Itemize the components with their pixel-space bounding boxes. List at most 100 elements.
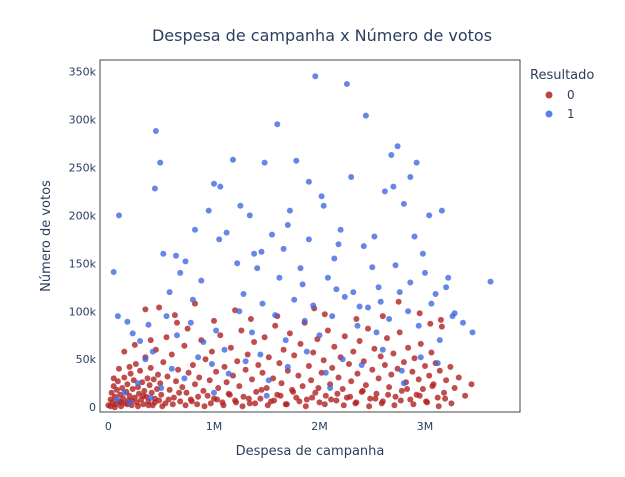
point-series-1-97[interactable] <box>377 298 384 305</box>
point-series-0-36[interactable] <box>144 375 151 382</box>
point-series-1-5[interactable] <box>114 313 121 320</box>
point-series-0-116[interactable] <box>299 383 306 390</box>
point-series-0-266[interactable] <box>423 398 430 405</box>
point-series-0-149[interactable] <box>369 366 376 373</box>
point-series-1-100[interactable] <box>422 269 428 276</box>
point-series-0-72[interactable] <box>206 377 213 384</box>
point-series-1-106[interactable] <box>225 370 232 377</box>
point-series-0-59[interactable] <box>179 384 186 391</box>
point-series-0-147[interactable] <box>365 325 371 332</box>
point-series-0-262[interactable] <box>397 397 404 404</box>
point-series-0-153[interactable] <box>377 353 384 360</box>
point-series-1-26[interactable] <box>254 265 261 272</box>
point-series-0-251[interactable] <box>328 396 335 403</box>
point-series-0-249[interactable] <box>315 385 322 391</box>
point-series-0-160[interactable] <box>392 393 399 400</box>
point-series-0-67[interactable] <box>196 374 203 381</box>
point-series-0-69[interactable] <box>200 387 207 394</box>
point-series-1-109[interactable] <box>265 377 272 384</box>
point-series-0-234[interactable] <box>220 402 227 409</box>
point-series-0-119[interactable] <box>305 363 312 369</box>
point-series-1-11[interactable] <box>160 250 167 257</box>
point-series-0-199[interactable] <box>126 363 133 370</box>
point-series-1-38[interactable] <box>331 255 338 262</box>
point-series-0-127[interactable] <box>322 392 329 399</box>
point-series-1-42[interactable] <box>356 303 363 310</box>
point-series-0-49[interactable] <box>158 391 165 398</box>
point-series-1-37[interactable] <box>324 274 331 281</box>
point-series-0-85[interactable] <box>234 358 241 365</box>
point-series-0-66[interactable] <box>194 401 201 408</box>
point-series-1-12[interactable] <box>166 289 173 296</box>
point-series-1-61[interactable] <box>142 356 149 363</box>
point-series-0-233[interactable] <box>214 396 221 403</box>
point-series-0-260[interactable] <box>385 391 392 398</box>
point-series-0-241[interactable] <box>264 402 271 409</box>
point-series-1-124[interactable] <box>158 385 165 391</box>
point-series-0-95[interactable] <box>255 362 262 368</box>
point-series-1-89[interactable] <box>192 226 198 233</box>
point-series-0-210[interactable] <box>353 316 360 322</box>
point-series-1-105[interactable] <box>208 361 215 367</box>
point-series-1-9[interactable] <box>145 321 152 328</box>
point-series-1-125[interactable] <box>211 389 217 396</box>
point-series-0-152[interactable] <box>375 375 382 382</box>
point-series-1-62[interactable] <box>163 313 170 320</box>
point-series-0-88[interactable] <box>240 393 247 400</box>
point-series-0-239[interactable] <box>252 400 259 407</box>
point-series-0-206[interactable] <box>211 317 217 324</box>
point-series-0-259[interactable] <box>378 400 385 407</box>
point-series-0-196[interactable] <box>395 298 402 305</box>
point-series-0-176[interactable] <box>426 372 433 379</box>
point-series-1-25[interactable] <box>246 212 253 219</box>
point-series-1-23[interactable] <box>234 260 241 267</box>
legend-item-0[interactable]: 0 <box>545 88 575 102</box>
point-series-1-18[interactable] <box>205 207 212 214</box>
point-series-0-133[interactable] <box>335 374 342 381</box>
point-series-0-263[interactable] <box>404 386 411 392</box>
point-series-0-48[interactable] <box>157 380 164 387</box>
point-series-0-99[interactable] <box>263 385 270 391</box>
point-series-1-35[interactable] <box>312 73 319 80</box>
point-series-0-132[interactable] <box>333 397 340 404</box>
point-series-1-0[interactable] <box>116 212 122 219</box>
point-series-0-238[interactable] <box>245 395 252 402</box>
point-series-1-22[interactable] <box>230 156 236 163</box>
point-series-0-182[interactable] <box>438 323 445 330</box>
point-series-1-118[interactable] <box>434 360 441 367</box>
point-series-0-185[interactable] <box>447 363 454 370</box>
point-series-0-80[interactable] <box>223 379 230 386</box>
point-series-1-129[interactable] <box>237 202 244 209</box>
point-series-0-181[interactable] <box>436 367 443 374</box>
point-series-0-121[interactable] <box>310 349 317 356</box>
point-series-1-82[interactable] <box>386 316 393 322</box>
point-series-0-223[interactable] <box>151 399 158 406</box>
point-series-0-162[interactable] <box>396 329 403 336</box>
point-series-1-6[interactable] <box>124 318 131 325</box>
point-series-1-51[interactable] <box>413 159 420 166</box>
point-series-0-246[interactable] <box>296 398 303 405</box>
point-series-0-240[interactable] <box>258 386 265 393</box>
point-series-0-131[interactable] <box>331 343 338 350</box>
point-series-1-94[interactable] <box>320 202 327 209</box>
point-series-1-131[interactable] <box>348 174 355 180</box>
point-series-0-236[interactable] <box>233 399 240 406</box>
point-series-0-75[interactable] <box>213 368 220 375</box>
point-series-0-254[interactable] <box>347 393 354 400</box>
point-series-0-204[interactable] <box>174 319 180 326</box>
point-series-1-10[interactable] <box>149 348 156 355</box>
point-series-1-87[interactable] <box>436 337 443 344</box>
point-series-0-253[interactable] <box>340 402 347 409</box>
point-series-0-125[interactable] <box>318 369 325 376</box>
point-series-0-138[interactable] <box>346 361 352 367</box>
point-series-0-245[interactable] <box>290 388 297 395</box>
point-series-0-64[interactable] <box>189 362 196 368</box>
point-series-0-112[interactable] <box>291 352 298 359</box>
point-series-1-59[interactable] <box>469 329 476 336</box>
point-series-1-53[interactable] <box>426 212 433 219</box>
point-series-0-32[interactable] <box>140 401 147 408</box>
point-series-0-261[interactable] <box>391 402 398 409</box>
point-series-1-54[interactable] <box>432 291 439 297</box>
point-series-0-229[interactable] <box>188 398 195 405</box>
point-series-0-224[interactable] <box>159 403 166 410</box>
